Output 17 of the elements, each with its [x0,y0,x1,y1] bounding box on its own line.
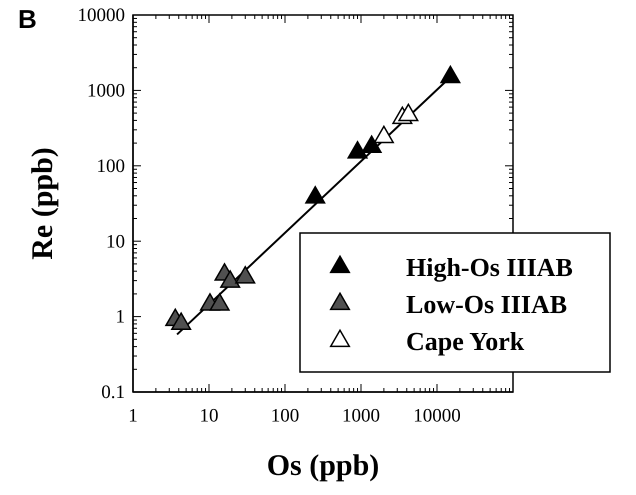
y-tick-label: 0.1 [101,382,125,404]
legend-label: Cape York [406,327,525,356]
x-axis-title: Os (ppb) [266,449,380,482]
y-tick-label: 10 [106,231,125,252]
legend-label: High-Os IIIAB [406,253,573,282]
y-tick-label: 1000 [87,80,125,102]
x-tick-label: 1 [128,405,138,426]
x-tick-label: 100 [270,405,300,426]
x-tick-label: 1000 [342,405,380,426]
x-tick-label: 10000 [413,405,461,426]
y-tick-label: 100 [96,156,125,177]
legend-label: Low-Os IIIAB [406,290,568,319]
y-tick-label: 10000 [78,5,125,26]
y-axis-title: Re (ppb) [26,147,59,260]
y-tick-label: 1 [116,306,125,328]
chart-title: B [18,4,37,34]
x-tick-label: 10 [200,405,218,426]
